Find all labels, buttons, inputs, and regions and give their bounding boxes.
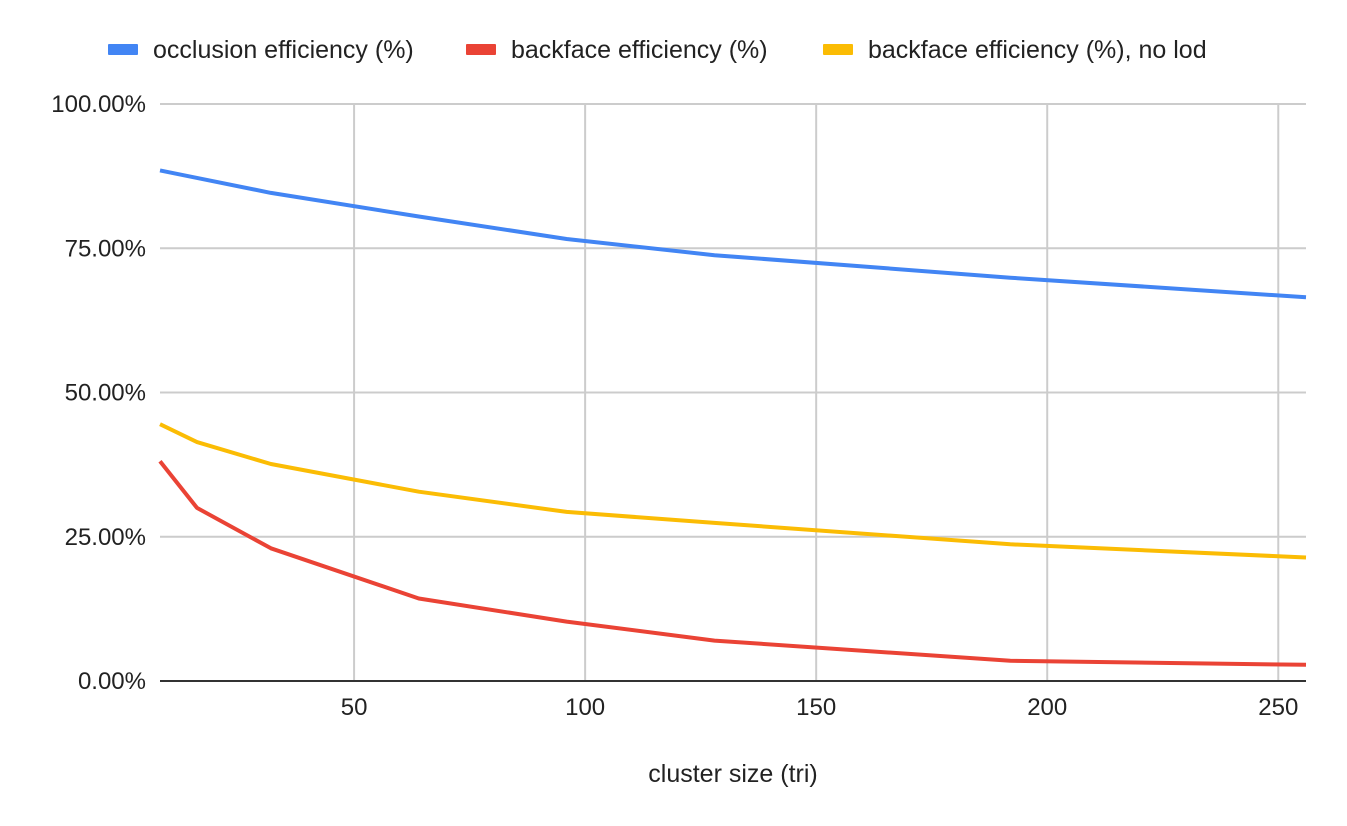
y-axis-ticks: 0.00% 25.00% 50.00% 75.00% 100.00% [51,91,146,695]
x-tick-label: 200 [1027,694,1067,721]
y-tick-label: 50.00% [65,380,146,407]
x-tick-label: 250 [1258,694,1298,721]
legend: occlusion efficiency (%) backface efficie… [108,36,1207,64]
x-tick-label: 50 [341,694,368,721]
legend-label: occlusion efficiency (%) [153,36,414,64]
x-tick-label: 150 [796,694,836,721]
x-axis-title: cluster size (tri) [648,760,817,788]
series-line-3 [159,422,1307,560]
legend-label: backface efficiency (%) [511,36,768,64]
series-line-2 [158,459,1307,667]
legend-swatch [823,44,853,55]
legend-swatch [108,44,138,55]
y-tick-label: 0.00% [78,668,146,695]
legend-label: backface efficiency (%), no lod [868,36,1207,64]
y-tick-label: 100.00% [51,91,146,118]
legend-swatch [466,44,496,55]
x-tick-label: 100 [565,694,605,721]
y-tick-label: 75.00% [65,235,146,262]
gridlines [160,103,1306,681]
x-axis-ticks: 50 100 150 200 250 [341,694,1299,721]
series-lines [158,168,1307,667]
y-tick-label: 25.00% [65,524,146,551]
series-line-1 [159,168,1307,300]
